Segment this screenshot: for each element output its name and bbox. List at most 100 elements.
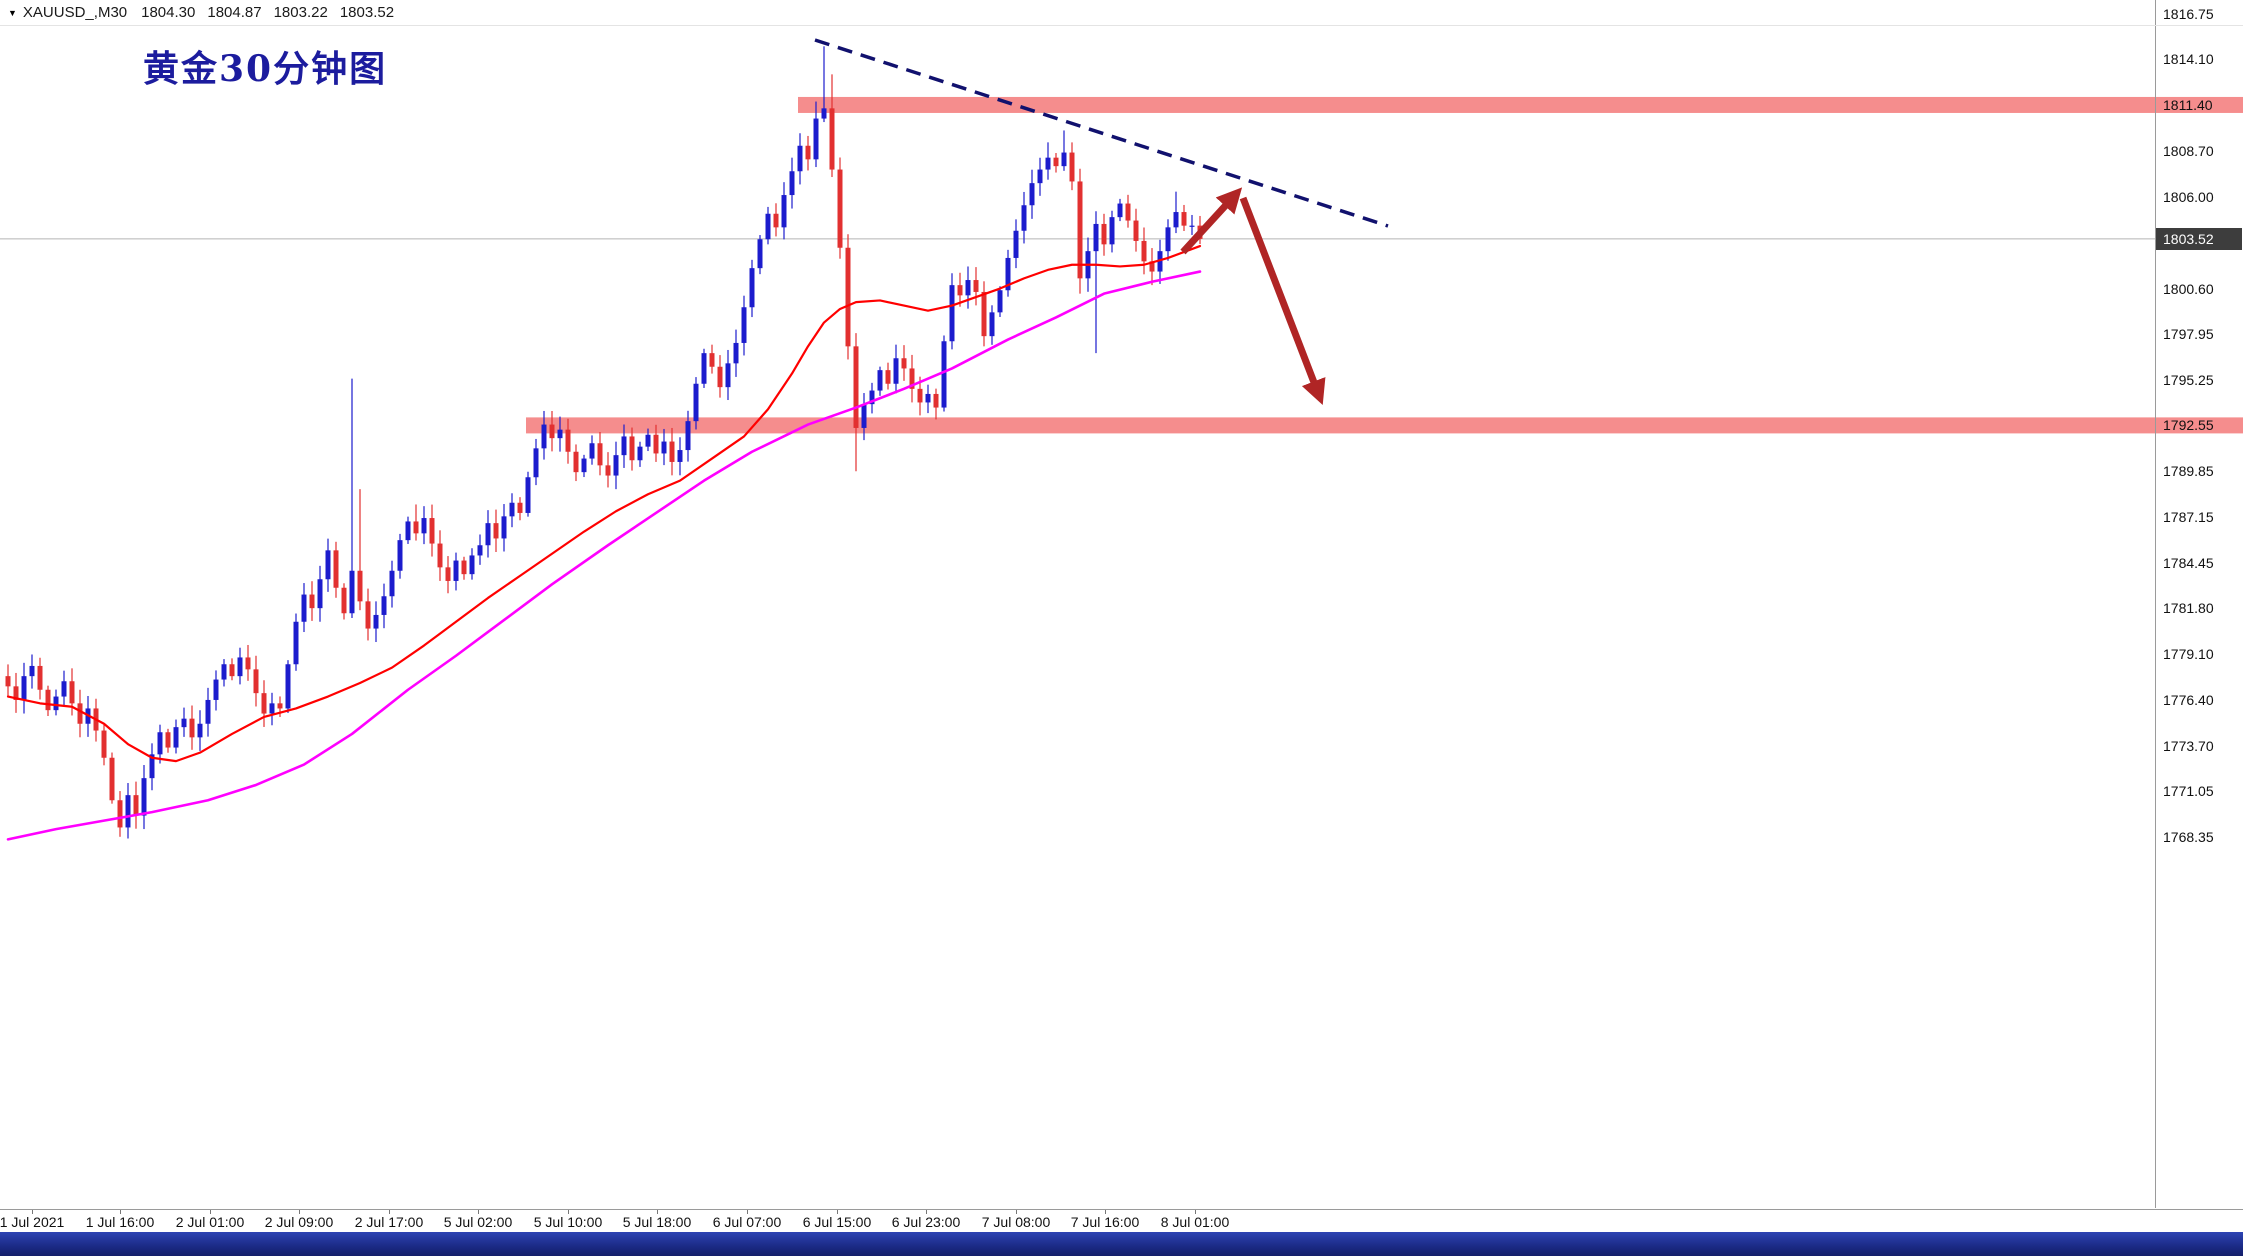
candle-body: [597, 443, 603, 466]
candle-body: [613, 455, 619, 476]
candle-body: [741, 307, 747, 343]
candle-body: [1109, 217, 1115, 245]
candle-body: [461, 560, 467, 575]
candle-body: [1101, 223, 1107, 245]
candle-body: [285, 664, 291, 709]
candle-body: [693, 383, 699, 422]
candle-body: [1181, 212, 1187, 226]
time-axis-label: 2 Jul 09:00: [264, 1214, 334, 1230]
symbol-dropdown-icon[interactable]: ▼: [8, 7, 17, 18]
time-axis-tick: [837, 1210, 838, 1214]
price-axis[interactable]: 1803.52 1816.75 1814.10 1811.40 1808.70 1806…: [2156, 0, 2243, 1208]
candle-body: [909, 368, 915, 389]
time-axis-tick: [747, 1210, 748, 1214]
candle-body: [509, 502, 515, 517]
candle-body: [21, 676, 27, 700]
price-axis-label: 1800.60: [2163, 280, 2214, 297]
candle-body: [949, 285, 955, 342]
price-axis-label: 1768.35: [2163, 828, 2214, 845]
candle-body: [765, 213, 771, 240]
candle-body: [893, 358, 899, 384]
candle-body: [925, 393, 931, 403]
candle-body: [205, 699, 211, 724]
candle-body: [581, 458, 587, 473]
candle-body: [197, 723, 203, 738]
candle-body: [341, 587, 347, 614]
candle-body: [557, 429, 563, 439]
support-zone: [526, 417, 2243, 434]
price-axis-label: 1779.10: [2163, 646, 2214, 663]
candle-body: [373, 614, 379, 629]
candle-body: [965, 280, 971, 296]
candle-body: [189, 718, 195, 738]
candle-body: [637, 446, 643, 461]
candle-body: [381, 596, 387, 615]
candle-body: [1173, 212, 1179, 228]
candle-body: [997, 290, 1003, 313]
candle-body: [773, 213, 779, 228]
candle-body: [757, 239, 763, 269]
candle-body: [221, 664, 227, 680]
candle-body: [677, 450, 683, 462]
candle-body: [429, 518, 435, 544]
candle-body: [797, 145, 803, 172]
time-axis-tick: [299, 1210, 300, 1214]
price-axis-label: 1808.70: [2163, 142, 2214, 159]
time-axis-label: 2 Jul 01:00: [175, 1214, 245, 1230]
candle-body: [1125, 203, 1131, 221]
candle-body: [821, 108, 827, 119]
candle-body: [413, 521, 419, 534]
candle-body: [733, 342, 739, 364]
candle-body: [845, 247, 851, 347]
candle-body: [421, 518, 427, 534]
candle-body: [245, 657, 251, 670]
candles-group: [5, 46, 1203, 839]
taskbar: [0, 1232, 2243, 1256]
ma-slow-line: [6, 270, 1202, 841]
time-axis[interactable]: 1 Jul 2021 1 Jul 16:00 2 Jul 01:00 2 Jul 09…: [0, 1209, 2243, 1233]
candle-body: [261, 693, 267, 714]
time-axis-tick: [568, 1210, 569, 1214]
candle-body: [325, 550, 331, 580]
candle-body: [405, 521, 411, 541]
time-axis-tick: [926, 1210, 927, 1214]
price-axis-label: 1795.25: [2163, 371, 2214, 388]
candle-body: [589, 443, 595, 459]
time-axis-tick: [1195, 1210, 1196, 1214]
time-axis-label: 1 Jul 16:00: [85, 1214, 155, 1230]
candle-body: [397, 540, 403, 571]
time-axis-label: 6 Jul 23:00: [891, 1214, 961, 1230]
candle-body: [1053, 157, 1059, 167]
candle-body: [125, 795, 131, 828]
candle-body: [885, 370, 891, 384]
candle-body: [1005, 257, 1011, 291]
price-axis-label: 1787.15: [2163, 509, 2214, 526]
candle-body: [781, 195, 787, 228]
candle-body: [517, 502, 523, 513]
quote-high: 1804.87: [207, 4, 262, 21]
candle-body: [157, 732, 163, 755]
candle-body: [5, 676, 11, 687]
candle-body: [541, 424, 547, 449]
candle-body: [1013, 230, 1019, 258]
candle-body: [141, 778, 147, 816]
candle-body: [493, 523, 499, 539]
candle-body: [717, 366, 723, 388]
price-axis-label: 1776.40: [2163, 691, 2214, 708]
price-axis-label: 1806.00: [2163, 188, 2214, 205]
candle-body: [117, 800, 123, 828]
candle-body: [861, 404, 867, 428]
candle-body: [941, 341, 947, 408]
candle-body: [805, 145, 811, 160]
time-axis-label: 2 Jul 17:00: [354, 1214, 424, 1230]
candle-body: [173, 727, 179, 748]
candle-body: [453, 560, 459, 581]
quote-low: 1803.22: [273, 4, 328, 21]
time-axis-tick: [1016, 1210, 1017, 1214]
price-axis-label: 1781.80: [2163, 600, 2214, 617]
time-axis-label: 8 Jul 01:00: [1160, 1214, 1230, 1230]
time-axis-tick: [32, 1210, 33, 1214]
info-bar-separator: [0, 25, 2243, 26]
resistance-zone: [798, 96, 2243, 113]
chart-canvas[interactable]: [0, 0, 2243, 1208]
